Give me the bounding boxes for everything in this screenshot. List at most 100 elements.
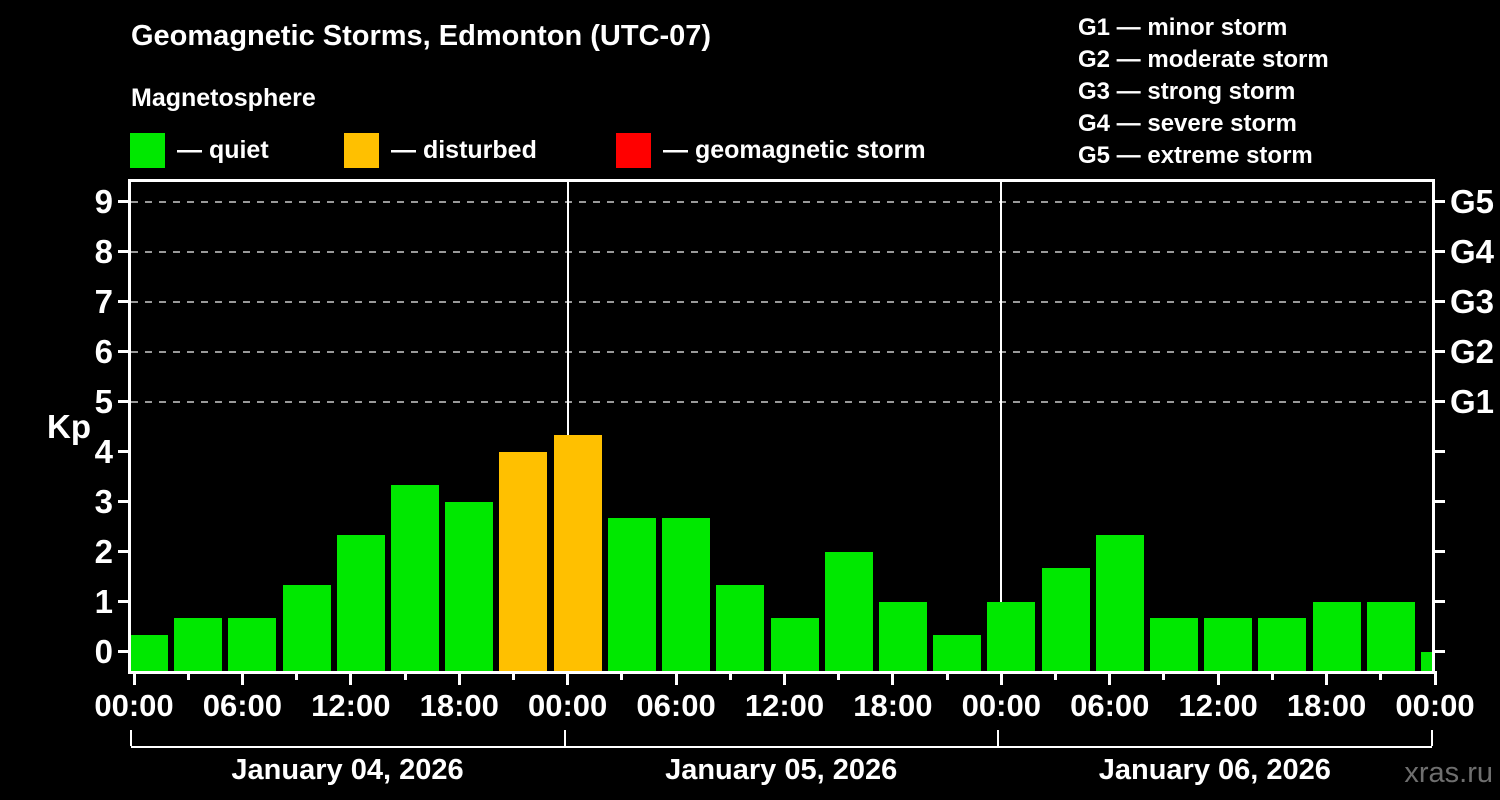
- x-axis-major-tick: [674, 671, 678, 685]
- x-tick-label: 18:00: [419, 688, 499, 723]
- x-axis-minor-tick: [945, 671, 949, 680]
- kp-bar: [607, 518, 656, 671]
- legend-label-disturbed: — disturbed: [391, 136, 537, 164]
- x-tick-label: 06:00: [1070, 688, 1150, 723]
- kp-bar: [499, 451, 548, 671]
- legend-item-storm: — geomagnetic storm: [616, 133, 926, 168]
- kp-bar: [131, 635, 168, 671]
- y-axis-tick-right: [1432, 450, 1445, 454]
- gridline-kp5: [131, 400, 1432, 403]
- kp-bar: [662, 518, 711, 671]
- y-axis-tick-right: [1432, 300, 1445, 304]
- gridline-kp6: [131, 350, 1432, 353]
- y-axis-tick: [118, 600, 131, 604]
- g-level-label-g3: G3: [1450, 282, 1495, 320]
- y-axis-tick: [118, 300, 131, 304]
- x-axis-minor-tick: [1379, 671, 1383, 680]
- midnight-divider: [566, 182, 569, 671]
- kp-bar: [933, 635, 982, 671]
- g-level-label-g2: G2: [1450, 332, 1495, 370]
- x-tick-label: 18:00: [1286, 688, 1367, 723]
- kp-bar: [391, 485, 440, 671]
- y-axis-tick-right: [1432, 600, 1445, 604]
- x-tick-label: 12:00: [311, 688, 391, 723]
- x-axis-major-tick: [566, 671, 570, 685]
- y-tick-label: 7: [94, 282, 113, 320]
- y-tick-label: 8: [94, 232, 113, 270]
- kp-bar: [282, 585, 331, 671]
- disturbed-color-swatch: [344, 133, 379, 168]
- date-label: January 06, 2026: [1098, 754, 1331, 786]
- day-bracket-tick: [1431, 730, 1433, 746]
- x-axis-minor-tick: [295, 671, 299, 680]
- gridline-kp9: [131, 200, 1432, 203]
- x-axis-minor-tick: [403, 671, 407, 680]
- y-tick-label: 0: [94, 632, 113, 670]
- kp-bar: [824, 551, 873, 671]
- x-tick-label: 00:00: [1395, 688, 1475, 723]
- x-tick-label: 06:00: [636, 688, 716, 723]
- y-tick-label: 1: [94, 582, 113, 620]
- x-axis-minor-tick: [1054, 671, 1058, 680]
- g-legend-item: G3 — strong storm: [1078, 78, 1296, 105]
- x-tick-label: 00:00: [961, 688, 1041, 723]
- x-tick-label: 00:00: [94, 688, 174, 723]
- x-axis-major-tick: [999, 671, 1003, 685]
- x-axis-major-tick: [457, 671, 461, 685]
- kp-bar: [770, 618, 819, 671]
- x-axis-minor-tick: [620, 671, 624, 680]
- kp-bar: [1041, 568, 1090, 671]
- y-axis-tick: [118, 400, 131, 404]
- status-legend: — quiet — disturbed — geomagnetic storm: [0, 133, 1500, 173]
- x-axis-major-tick: [349, 671, 353, 685]
- x-axis-major-tick: [240, 671, 244, 685]
- kp-bar: [1149, 618, 1198, 671]
- y-axis-tick-right: [1432, 500, 1445, 504]
- x-axis-minor-tick: [186, 671, 190, 680]
- plot-frame: [128, 179, 1435, 674]
- y-axis-tick: [118, 450, 131, 454]
- x-tick-label: 00:00: [528, 688, 608, 723]
- plot-area: [131, 182, 1432, 671]
- y-axis-tick-right: [1432, 400, 1445, 404]
- y-axis-tick: [118, 550, 131, 554]
- gridline-kp7: [131, 300, 1432, 303]
- y-axis-tick-right: [1432, 250, 1445, 254]
- day-bracket-tick: [563, 730, 566, 746]
- y-tick-label: 4: [94, 432, 113, 470]
- kp-bar: [1312, 601, 1361, 671]
- g-legend-item: G1 — minor storm: [1078, 14, 1288, 41]
- midnight-divider: [1000, 182, 1003, 671]
- y-axis-tick: [118, 350, 131, 354]
- g-legend-item: G4 — severe storm: [1078, 110, 1297, 137]
- day-bracket-tick: [130, 730, 132, 746]
- g-legend-item: G5 — extreme storm: [1078, 142, 1313, 169]
- gridline-kp8: [131, 250, 1432, 253]
- y-axis-title: Kp: [47, 408, 91, 445]
- y-axis-tick: [118, 500, 131, 504]
- storm-color-swatch: [616, 133, 651, 168]
- x-axis-major-tick: [1216, 671, 1220, 685]
- y-axis-tick: [118, 250, 131, 254]
- kp-bar: [336, 535, 385, 671]
- kp-bar: [1421, 651, 1432, 671]
- kp-bar: [553, 435, 602, 671]
- y-axis-tick-right: [1432, 200, 1445, 204]
- g-level-label-g4: G4: [1450, 232, 1495, 270]
- y-axis-tick: [118, 200, 131, 204]
- g-legend-item: G2 — moderate storm: [1078, 46, 1329, 73]
- x-axis-major-tick: [891, 671, 895, 685]
- page-title: Geomagnetic Storms, Edmonton (UTC-07): [131, 20, 712, 52]
- x-axis-minor-tick: [837, 671, 841, 680]
- x-axis-major-tick: [132, 671, 136, 685]
- kp-bar: [1095, 535, 1144, 671]
- x-axis-minor-tick: [511, 671, 515, 680]
- legend-label-quiet: — quiet: [177, 136, 269, 164]
- y-tick-label: 9: [94, 182, 113, 220]
- x-tick-label: 06:00: [202, 688, 283, 723]
- y-tick-label: 3: [94, 482, 113, 520]
- y-tick-label: 5: [94, 382, 113, 420]
- y-tick-label: 2: [94, 532, 113, 570]
- x-tick-label: 18:00: [853, 688, 933, 723]
